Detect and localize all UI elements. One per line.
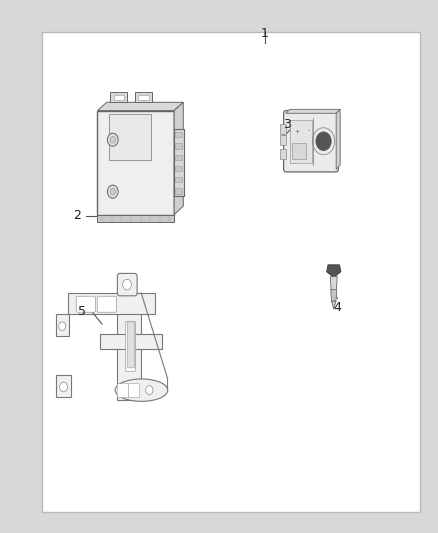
FancyBboxPatch shape [110,92,127,102]
Text: 3: 3 [283,118,291,131]
FancyBboxPatch shape [76,296,95,312]
Circle shape [59,322,66,330]
Circle shape [110,188,116,195]
FancyBboxPatch shape [175,155,182,160]
Text: 2: 2 [73,209,81,222]
FancyBboxPatch shape [97,111,174,215]
Circle shape [110,136,116,143]
FancyBboxPatch shape [175,177,182,182]
Text: 1: 1 [261,27,269,40]
Circle shape [107,133,118,146]
Text: 4: 4 [333,301,341,314]
Text: -: - [307,128,310,134]
Polygon shape [327,265,341,277]
Polygon shape [97,102,183,111]
FancyBboxPatch shape [56,314,69,336]
Circle shape [146,386,153,394]
Polygon shape [174,102,183,215]
FancyBboxPatch shape [175,166,182,171]
FancyBboxPatch shape [135,92,152,102]
Polygon shape [330,277,337,289]
FancyBboxPatch shape [100,334,162,349]
FancyBboxPatch shape [128,384,140,398]
Polygon shape [336,109,340,169]
FancyBboxPatch shape [283,111,338,172]
FancyBboxPatch shape [290,120,312,163]
Circle shape [123,386,131,394]
FancyBboxPatch shape [97,296,117,312]
FancyBboxPatch shape [114,95,124,100]
FancyBboxPatch shape [68,293,155,314]
Polygon shape [286,109,340,114]
Text: 5: 5 [78,305,86,318]
FancyBboxPatch shape [138,95,148,100]
Circle shape [316,132,331,150]
Circle shape [60,382,67,392]
FancyBboxPatch shape [117,384,129,398]
FancyBboxPatch shape [280,149,286,159]
FancyBboxPatch shape [174,129,184,196]
FancyBboxPatch shape [117,293,141,400]
FancyBboxPatch shape [292,143,306,159]
Text: +: + [294,128,300,134]
Circle shape [123,279,131,290]
Polygon shape [331,289,337,301]
FancyBboxPatch shape [280,124,286,134]
FancyBboxPatch shape [175,132,182,138]
FancyBboxPatch shape [175,143,182,149]
FancyBboxPatch shape [56,375,71,397]
FancyBboxPatch shape [97,215,174,222]
Ellipse shape [115,379,168,401]
FancyBboxPatch shape [175,189,182,193]
FancyBboxPatch shape [127,322,134,368]
Polygon shape [332,301,336,309]
FancyBboxPatch shape [280,135,286,145]
FancyBboxPatch shape [109,114,151,160]
FancyBboxPatch shape [126,321,135,372]
FancyBboxPatch shape [117,273,137,296]
Circle shape [107,185,118,198]
FancyBboxPatch shape [42,32,420,512]
